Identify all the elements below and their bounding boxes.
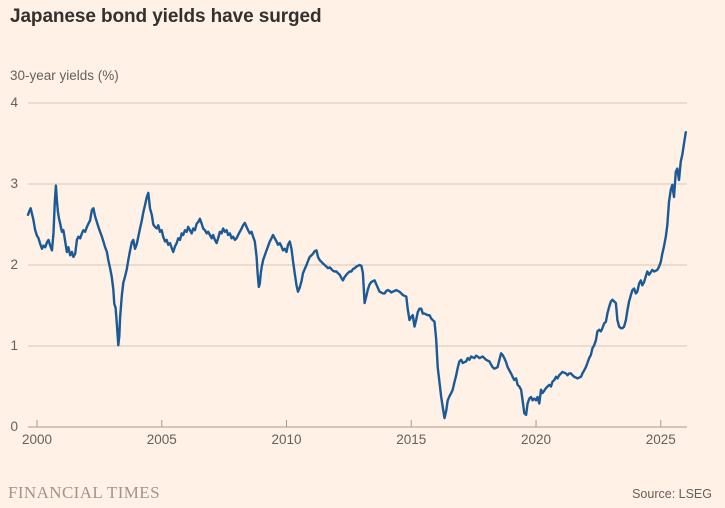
financial-times-logo: FINANCIAL TIMES [8, 483, 160, 502]
x-tick-label: 2005 [146, 432, 177, 447]
y-tick-label: 2 [10, 257, 18, 272]
y-tick-label: 3 [10, 176, 18, 191]
y-tick-label: 1 [10, 338, 18, 353]
x-tick-label: 2025 [645, 432, 676, 447]
y-tick-label: 4 [10, 95, 18, 110]
page-title: Japanese bond yields have surged [10, 6, 322, 27]
source-credit: Source: LSEG [632, 487, 712, 501]
x-tick-label: 2015 [396, 432, 427, 447]
y-axis-title: 30-year yields (%) [10, 68, 119, 83]
x-tick-label: 2020 [521, 432, 552, 447]
y-tick-label: 0 [10, 419, 18, 434]
x-tick-label: 2010 [271, 432, 302, 447]
yield-line-series [26, 130, 687, 420]
x-tick-label: 2000 [21, 432, 52, 447]
